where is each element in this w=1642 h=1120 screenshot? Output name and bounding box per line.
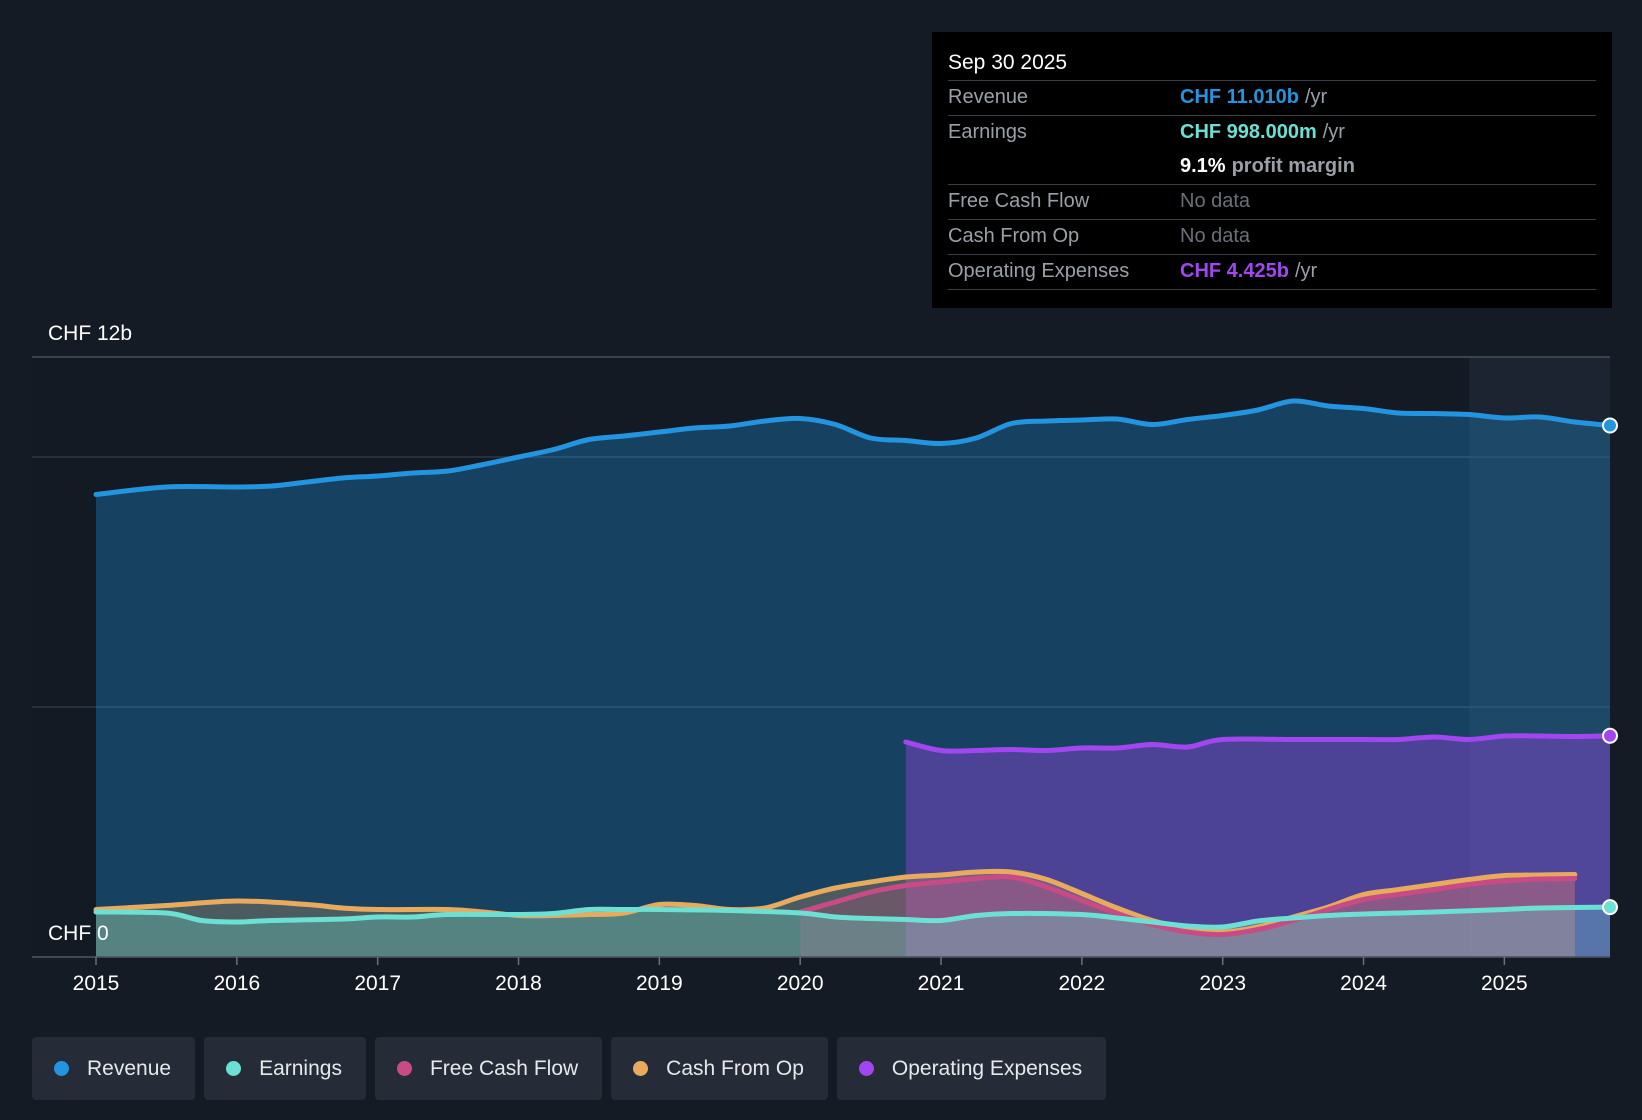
end-marker-earnings (1602, 899, 1618, 916)
tooltip-margin-label: profit margin (1231, 155, 1355, 177)
x-tick-label: 2018 (495, 972, 542, 995)
line-cash-from-op (93, 868, 1578, 935)
x-tick-label: 2025 (1481, 972, 1528, 995)
tooltip-earnings-unit: /yr (1322, 121, 1345, 143)
tooltip-row-fcf: Free Cash Flow No data (948, 185, 1596, 220)
x-tick-label: 2016 (213, 972, 260, 995)
legend-item-earnings[interactable]: Earnings (204, 1037, 366, 1100)
x-tick-label: 2022 (1059, 972, 1106, 995)
tooltip-margin-value: 9.1% (1180, 155, 1226, 177)
legend-item-operating-expenses[interactable]: Operating Expenses (836, 1037, 1107, 1100)
x-tick-label: 2019 (636, 972, 683, 995)
y-axis-bottom-label: CHF 0 (48, 922, 109, 945)
x-tick-label: 2021 (918, 972, 965, 995)
area-revenue (96, 400, 1610, 957)
line-operating-expenses (903, 733, 1613, 754)
legend-dot-icon (396, 1061, 412, 1076)
tooltip-opex-value: CHF 4.425b (1180, 260, 1289, 282)
legend-dot-icon (633, 1061, 649, 1076)
end-marker-operating-expenses (1602, 727, 1618, 744)
legend-dot-icon (226, 1061, 242, 1076)
x-tick-label: 2017 (354, 972, 401, 995)
tooltip-opex-unit: /yr (1294, 260, 1318, 282)
x-tick-label: 2020 (777, 972, 824, 995)
legend-dot-icon (54, 1061, 69, 1076)
tooltip-row-earnings: Earnings CHF 998.000m /yr (948, 116, 1596, 150)
legend-item-free-cash-flow[interactable]: Free Cash Flow (374, 1037, 603, 1100)
chart-area: 2015 2016 2017 2018 2019 2020 2021 2022 2023 2024… (32, 322, 1618, 995)
tooltip-fcf-label: Free Cash Flow (948, 190, 1090, 212)
legend-label: Free Cash Flow (429, 1056, 579, 1080)
tooltip-fcf-value: No data (1180, 190, 1251, 212)
legend-label: Revenue (87, 1056, 172, 1080)
x-tick-label: 2015 (73, 972, 120, 995)
tooltip-revenue-unit: /yr (1304, 86, 1328, 108)
tooltip-cfo-label: Cash From Op (948, 225, 1080, 247)
tooltip-row-opex: Operating Expenses CHF 4.425b /yr (948, 255, 1596, 290)
tooltip-row-margin: 9.1% profit margin (948, 150, 1596, 185)
x-tick-label: 2024 (1340, 972, 1387, 995)
legend-dot-icon (858, 1061, 874, 1076)
legend-label: Operating Expenses (891, 1056, 1083, 1080)
line-revenue (93, 398, 1613, 497)
area-earnings (96, 907, 1610, 957)
tooltip-row-revenue: Revenue CHF 11.010b /yr (948, 81, 1596, 116)
line-earnings (93, 904, 1613, 930)
end-marker-revenue (1602, 417, 1618, 434)
y-axis-top-label: CHF 12b (48, 322, 132, 345)
tooltip-revenue-value: CHF 11.010b (1180, 86, 1299, 108)
tooltip-cfo-value: No data (1180, 225, 1251, 247)
tooltip-revenue-label: Revenue (948, 86, 1029, 108)
tooltip-opex-label: Operating Expenses (948, 260, 1130, 282)
area-free-cash-flow (800, 876, 1575, 957)
tooltip-earnings-label: Earnings (948, 121, 1027, 143)
legend: Revenue Earnings Free Cash Flow Cash Fro… (32, 1037, 1115, 1100)
tooltip-row-cfo: Cash From Op No data (948, 220, 1596, 255)
legend-label: Earnings (259, 1056, 342, 1080)
tooltip-earnings-value: CHF 998.000m (1180, 121, 1317, 143)
legend-item-cash-from-op[interactable]: Cash From Op (611, 1037, 828, 1100)
tooltip-panel: Sep 30 2025 Revenue CHF 11.010b /yr Earn… (932, 32, 1612, 308)
legend-label: Cash From Op (666, 1056, 804, 1080)
x-tick-label: 2023 (1199, 972, 1246, 995)
legend-item-revenue[interactable]: Revenue (32, 1037, 196, 1100)
line-free-cash-flow (797, 874, 1578, 938)
tooltip-date: Sep 30 2025 (948, 46, 1596, 81)
